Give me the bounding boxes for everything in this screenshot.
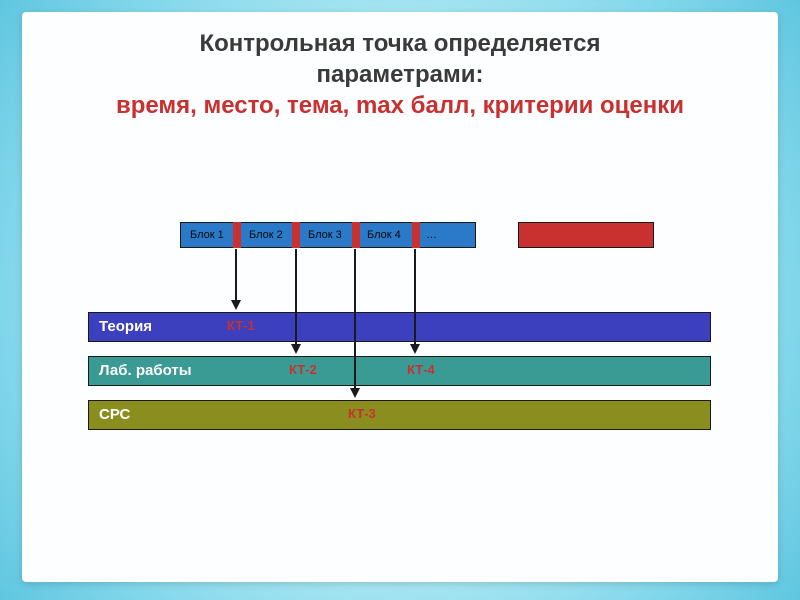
block-label-4: Блок 4 <box>367 229 401 241</box>
red-bar <box>518 222 654 248</box>
block-label-1: Блок 1 <box>190 229 224 241</box>
kt-2-label: КТ-2 <box>289 362 317 377</box>
block-separator-3 <box>352 222 360 248</box>
arrow-2-head <box>291 344 301 354</box>
block-label-2: Блок 2 <box>249 229 283 241</box>
block-label-5: … <box>426 229 437 241</box>
row-label-lab: Лаб. работы <box>99 362 192 379</box>
arrow-3-head <box>350 388 360 398</box>
arrow-1-head <box>231 300 241 310</box>
block-separator-4 <box>412 222 420 248</box>
block-label-3: Блок 3 <box>308 229 342 241</box>
row-label-srs: СРС <box>99 406 130 423</box>
arrow-1-line <box>235 249 237 302</box>
slide: Контрольная точка определяется параметра… <box>22 12 778 582</box>
row-label-theory: Теория <box>99 318 152 335</box>
arrow-4-head <box>410 344 420 354</box>
block-separator-1 <box>233 222 241 248</box>
kt-1-label: КТ-1 <box>227 318 255 333</box>
block-separator-2 <box>292 222 300 248</box>
row-theory: Теория <box>88 312 711 342</box>
row-srs: СРС <box>88 400 711 430</box>
arrow-3-line <box>354 249 356 390</box>
diagram-canvas: Теория Лаб. работы СРС КТ-1 КТ-2 КТ-4 КТ… <box>22 12 778 582</box>
row-lab: Лаб. работы <box>88 356 711 386</box>
arrow-4-line <box>414 249 416 346</box>
kt-4-label: КТ-4 <box>407 362 435 377</box>
arrow-2-line <box>295 249 297 346</box>
kt-3-label: КТ-3 <box>348 406 376 421</box>
